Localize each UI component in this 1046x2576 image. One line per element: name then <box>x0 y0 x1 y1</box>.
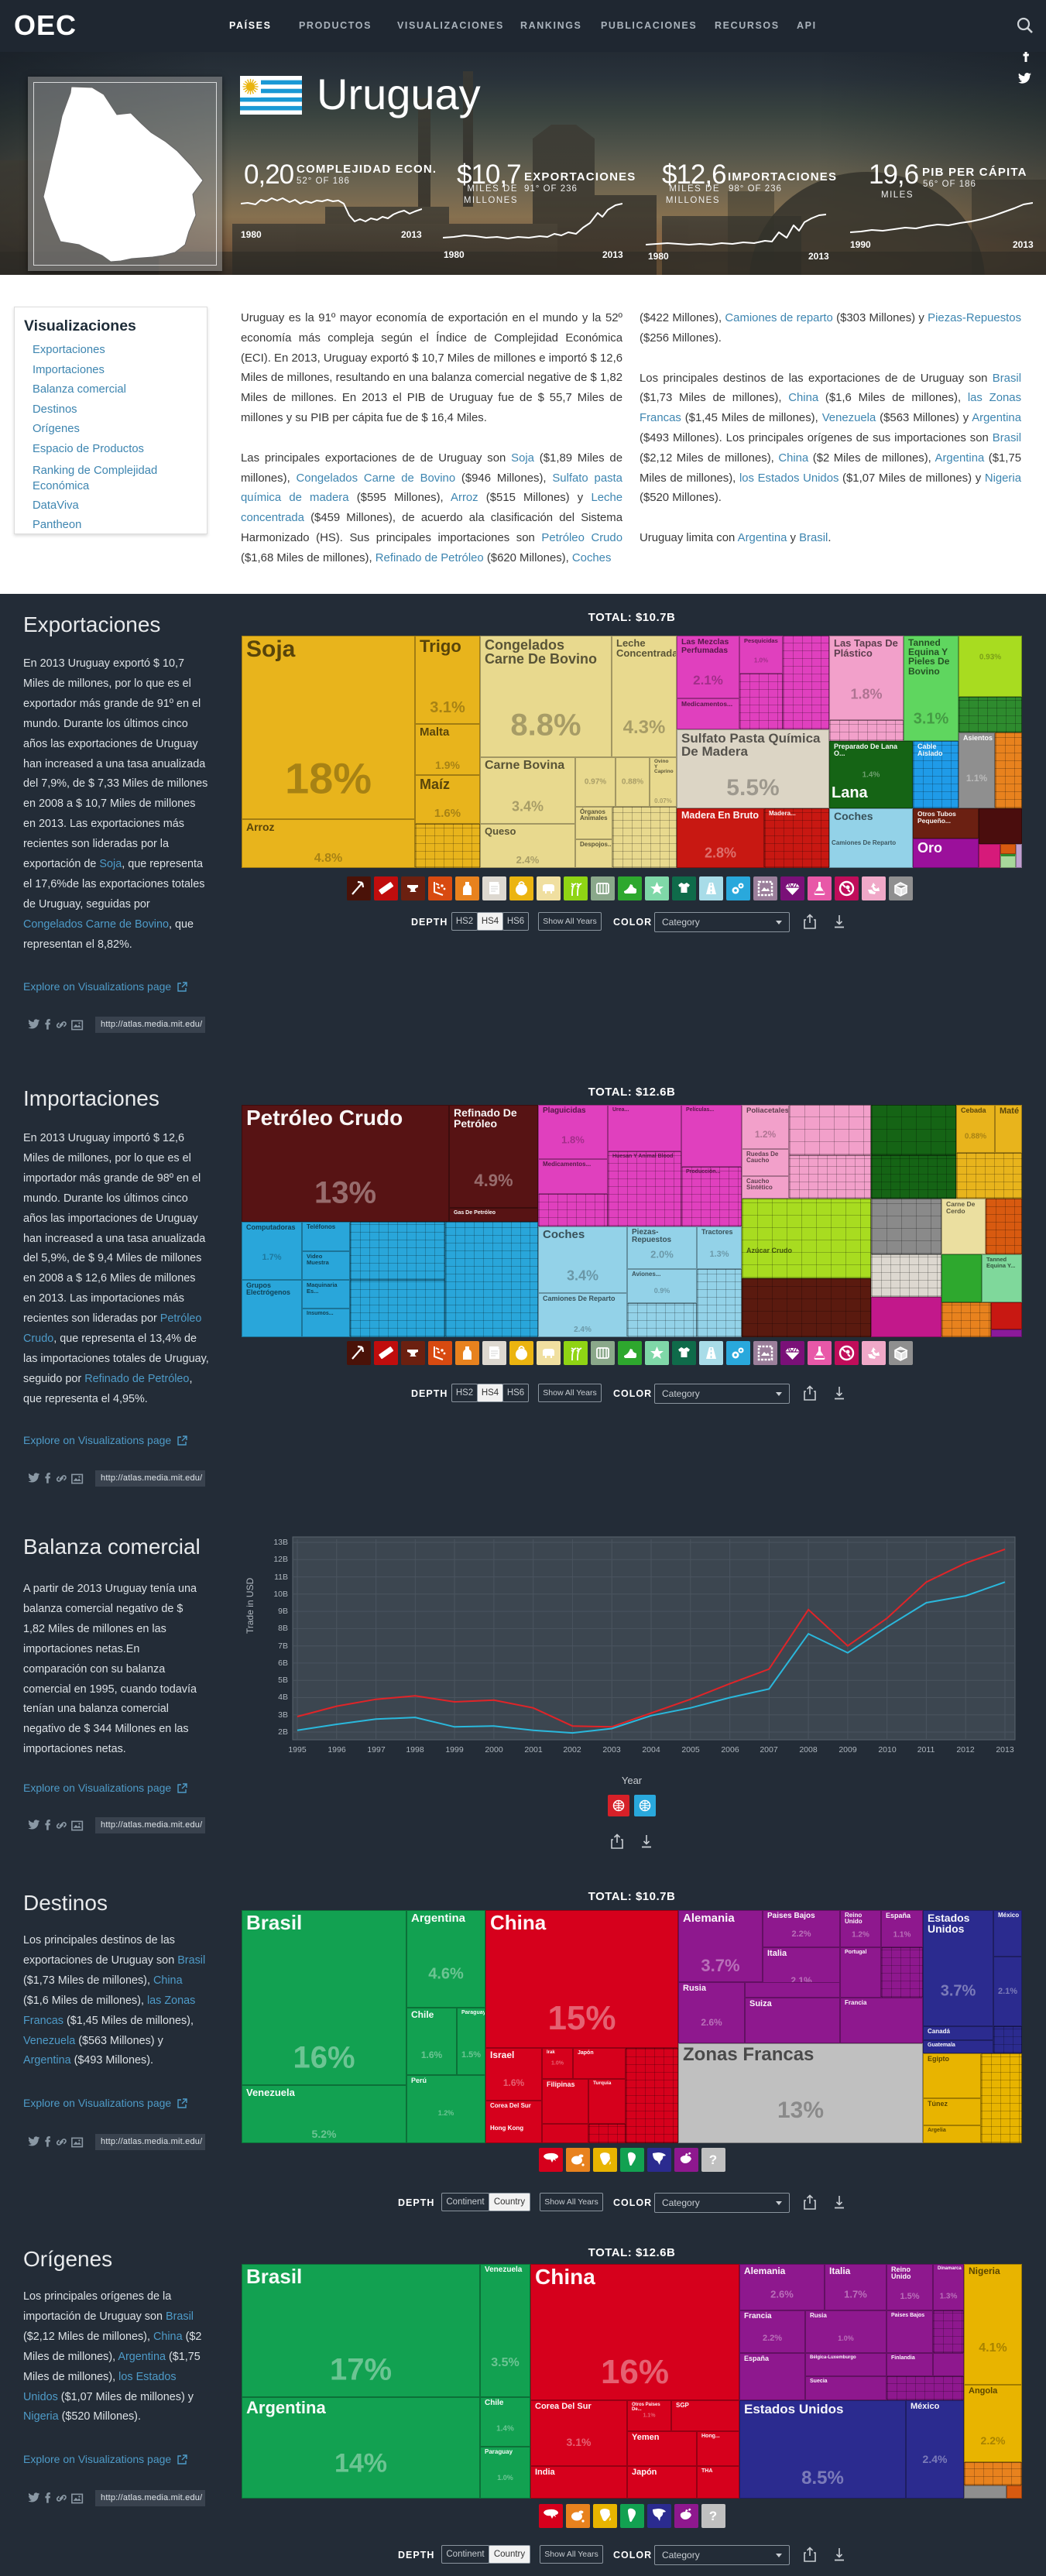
svg-text:?: ? <box>709 2152 717 2167</box>
svg-text:?: ? <box>709 2509 717 2523</box>
